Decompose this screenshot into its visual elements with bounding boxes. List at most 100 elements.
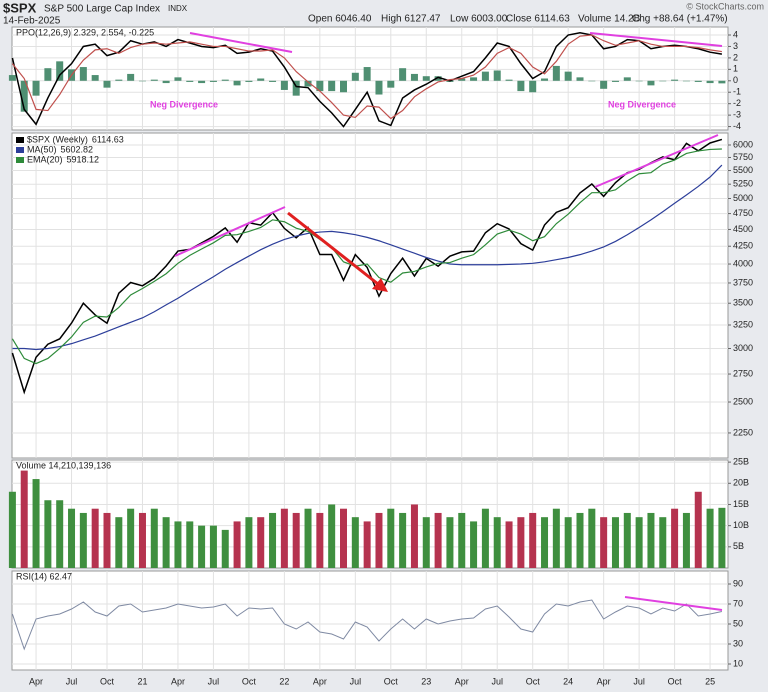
divergence-line — [189, 32, 293, 53]
bar — [564, 517, 572, 568]
bar — [410, 73, 418, 81]
bar — [600, 517, 608, 568]
y-tick-label: -4 — [733, 121, 741, 131]
bar — [340, 80, 347, 93]
bar — [245, 80, 253, 82]
bar — [150, 508, 158, 568]
bar — [422, 76, 430, 81]
legend-label: $SPX (Weekly) — [27, 134, 88, 144]
arrow-shaft — [287, 211, 379, 286]
panel — [11, 570, 729, 671]
bar — [304, 80, 312, 87]
y-tick-label: 5750 — [733, 152, 753, 162]
bar — [257, 517, 265, 568]
bar — [422, 517, 430, 568]
y-tick-label: -1 — [733, 87, 741, 97]
bar — [635, 517, 643, 568]
bar — [671, 79, 679, 81]
bar — [68, 508, 76, 568]
bar — [493, 517, 501, 568]
divergence-line — [594, 134, 719, 188]
bar — [138, 512, 146, 568]
bar — [387, 508, 395, 568]
bar — [233, 80, 241, 86]
bar — [269, 80, 277, 82]
y-tick-label: 4 — [733, 29, 738, 39]
bar — [552, 65, 560, 81]
line — [11, 34, 722, 120]
y-tick-label: 2250 — [733, 427, 753, 437]
x-tick-label: Oct — [384, 676, 399, 686]
bar — [292, 512, 300, 568]
legend-swatch — [16, 147, 24, 153]
bar — [20, 80, 28, 112]
bar — [8, 491, 16, 568]
y-tick-label: 5000 — [733, 193, 753, 203]
bar — [623, 512, 631, 568]
x-tick-label: 24 — [563, 676, 573, 686]
bar — [623, 77, 631, 81]
bar — [209, 80, 217, 82]
bar — [600, 80, 608, 89]
bar — [588, 508, 596, 568]
panel-title: Volume 14,210,139,136 — [16, 460, 111, 470]
y-tick-label: 10B — [733, 520, 749, 530]
y-tick-label: 3250 — [733, 319, 753, 329]
bar — [115, 79, 123, 81]
bar — [127, 508, 135, 568]
y-tick-label: 4750 — [733, 208, 753, 218]
bar — [363, 521, 371, 568]
bar — [611, 80, 619, 82]
x-tick-label: Jul — [633, 676, 645, 686]
bar — [493, 70, 501, 81]
bar — [458, 78, 466, 81]
bar — [694, 491, 702, 568]
bar — [529, 512, 537, 568]
bar — [505, 521, 513, 568]
annotation: Neg Divergence — [608, 99, 676, 109]
bar — [682, 80, 690, 82]
divergence-line — [589, 32, 723, 47]
x-tick-label: Apr — [597, 676, 611, 686]
bar — [174, 521, 182, 568]
y-tick-label: -2 — [733, 98, 741, 108]
bar — [221, 79, 229, 81]
y-tick-label: 30 — [733, 638, 743, 648]
x-tick-label: Jul — [66, 676, 78, 686]
bar — [611, 517, 619, 568]
bar — [446, 517, 454, 568]
bar — [399, 512, 407, 568]
legend-label: EMA(20) — [27, 154, 63, 164]
legend-swatch — [16, 157, 24, 163]
bar — [375, 512, 383, 568]
x-tick-label: 21 — [137, 676, 147, 686]
exchange: INDX — [168, 4, 188, 13]
bar — [316, 80, 324, 92]
bar — [79, 512, 87, 568]
bar — [340, 508, 347, 568]
index-name: S&P 500 Large Cap Index — [44, 4, 160, 15]
y-tick-label: 90 — [733, 578, 743, 588]
legend-label: MA(50) — [27, 144, 57, 154]
y-tick-label: 25B — [733, 456, 749, 466]
bar — [481, 508, 489, 568]
symbol: $SPX — [3, 0, 37, 15]
bar — [280, 508, 288, 568]
bar — [44, 500, 52, 568]
bar — [647, 80, 655, 86]
bar — [458, 512, 466, 568]
x-tick-label: 23 — [421, 676, 431, 686]
y-tick-label: 4250 — [733, 241, 753, 251]
bar — [316, 512, 324, 568]
bar — [186, 521, 194, 568]
quote: High 6127.47 — [381, 14, 441, 25]
bar — [659, 517, 667, 568]
bar — [328, 80, 336, 92]
bar — [221, 529, 229, 568]
x-tick-label: Jul — [491, 676, 503, 686]
y-tick-label: 70 — [733, 598, 743, 608]
quote: Volume 14.2B — [578, 14, 641, 25]
bar — [245, 517, 253, 568]
bar — [647, 512, 655, 568]
